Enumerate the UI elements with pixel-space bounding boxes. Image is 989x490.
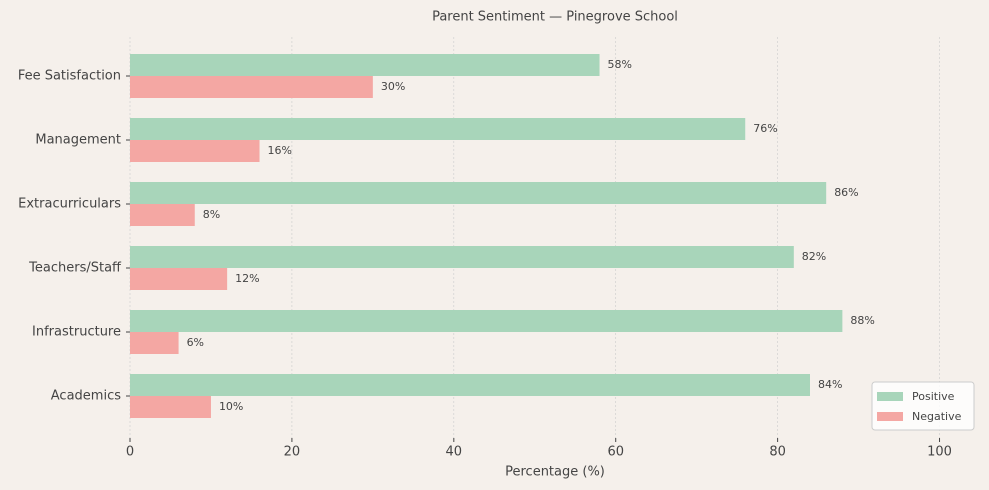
x-tick-label: 80 [769,445,786,460]
value-label: 84% [818,378,842,391]
y-tick-label: Teachers/Staff [28,261,122,276]
value-label: 12% [235,272,259,285]
bar [130,140,260,162]
bar [130,54,600,76]
value-label: 6% [187,336,204,349]
value-label: 88% [850,314,874,327]
legend-swatch [877,392,903,401]
legend-label: Negative [912,410,962,423]
value-label: 8% [203,208,220,221]
value-label: 82% [802,250,826,263]
y-tick-label: Management [35,133,121,148]
bar [130,310,843,332]
y-tick-label: Fee Satisfaction [18,69,121,84]
x-tick-label: 100 [927,445,952,460]
value-label: 86% [834,186,858,199]
bar [130,182,827,204]
y-tick-label: Infrastructure [32,325,121,340]
y-tick-label: Academics [51,389,121,404]
bar [130,204,195,226]
bar [130,396,211,418]
legend-label: Positive [912,390,955,403]
value-label: 10% [219,400,243,413]
x-tick-label: 0 [126,445,134,460]
bar [130,268,228,290]
chart-title: Parent Sentiment — Pinegrove School [432,10,678,25]
value-label: 30% [381,80,405,93]
bar [130,76,373,98]
bar [130,332,179,354]
x-tick-label: 20 [284,445,301,460]
x-axis-label: Percentage (%) [505,465,605,480]
value-label: 58% [608,58,632,71]
bar [130,374,810,396]
x-tick-label: 40 [446,445,463,460]
bar [130,246,794,268]
x-tick-label: 60 [607,445,624,460]
bar [130,118,746,140]
value-label: 16% [268,144,292,157]
y-tick-label: Extracurriculars [18,197,121,212]
value-label: 76% [753,122,777,135]
legend-swatch [877,412,903,421]
